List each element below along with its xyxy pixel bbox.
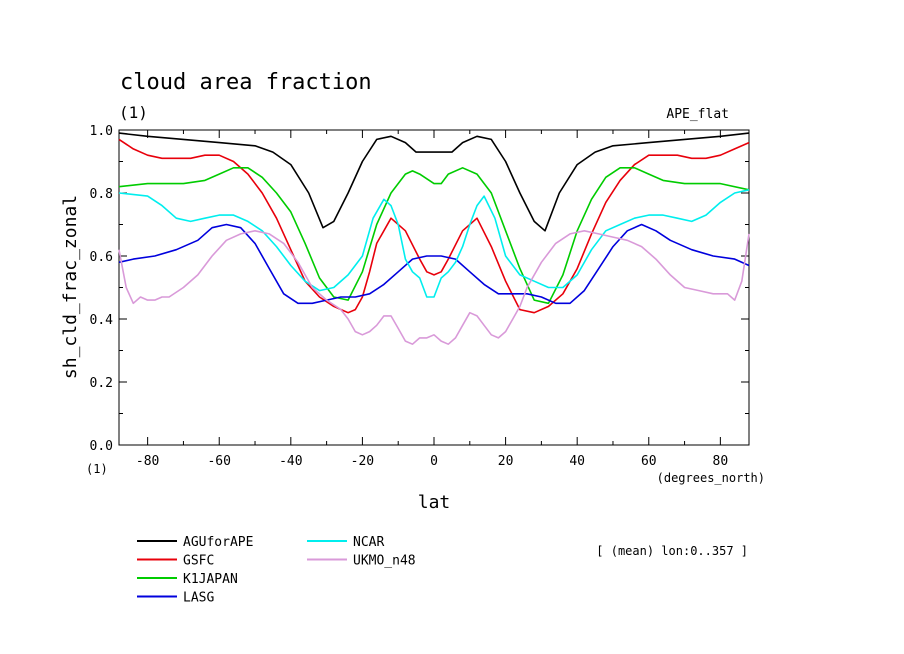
legend-label: LASG	[183, 591, 214, 606]
experiment-label: APE_flat	[666, 107, 729, 122]
title-unit: (1)	[119, 103, 148, 122]
series-line-k1japan	[118, 167, 750, 305]
series-line-ukmo-n48	[118, 230, 750, 346]
y-tick-label: 1.0	[90, 124, 113, 139]
legend: AGUforAPE GSFC K1JAPAN LASG NCAR UKMO_n48	[137, 535, 416, 606]
legend-label: NCAR	[353, 535, 384, 550]
legend-label: GSFC	[183, 554, 214, 569]
x-tick-label: -40	[279, 454, 302, 469]
x-tick-label: -20	[351, 454, 374, 469]
x-unit-label: (degrees_north)	[657, 471, 765, 485]
x-tick-label: -80	[136, 454, 159, 469]
x-tick-label: 60	[641, 454, 657, 469]
legend-label: K1JAPAN	[183, 572, 238, 587]
x-axis-label: lat	[418, 492, 451, 513]
x-tick-label: 20	[498, 454, 514, 469]
y-axis-label: sh_cld_frac_zonal	[60, 195, 81, 379]
series-line-ncar	[118, 189, 750, 298]
x-tick-label: -60	[207, 454, 230, 469]
y-tick-label: 0.2	[90, 376, 113, 391]
x-tick-label: 40	[569, 454, 585, 469]
axis-ticks: -80 -60 -40 -20 0 20 40 60 80 0.0 0.2 0.4 0.6 0.8 1.0	[90, 124, 749, 469]
y-tick-label: 0.4	[90, 313, 114, 328]
y-unit-label: (1)	[86, 462, 108, 476]
legend-label: AGUforAPE	[183, 535, 253, 550]
legend-label: UKMO_n48	[353, 554, 416, 569]
series-group	[118, 132, 750, 346]
y-tick-label: 0.8	[90, 187, 113, 202]
y-tick-label: 0.0	[90, 439, 113, 454]
x-tick-label: 80	[713, 454, 729, 469]
chart-title: cloud area fraction	[120, 70, 372, 95]
x-tick-label: 0	[430, 454, 438, 469]
y-tick-label: 0.6	[90, 250, 113, 265]
series-line-gsfc	[118, 138, 750, 314]
series-line-aguforape	[118, 132, 750, 232]
series-line-lasg	[118, 223, 750, 305]
mean-annotation: [ (mean) lon:0..357 ]	[596, 544, 748, 558]
